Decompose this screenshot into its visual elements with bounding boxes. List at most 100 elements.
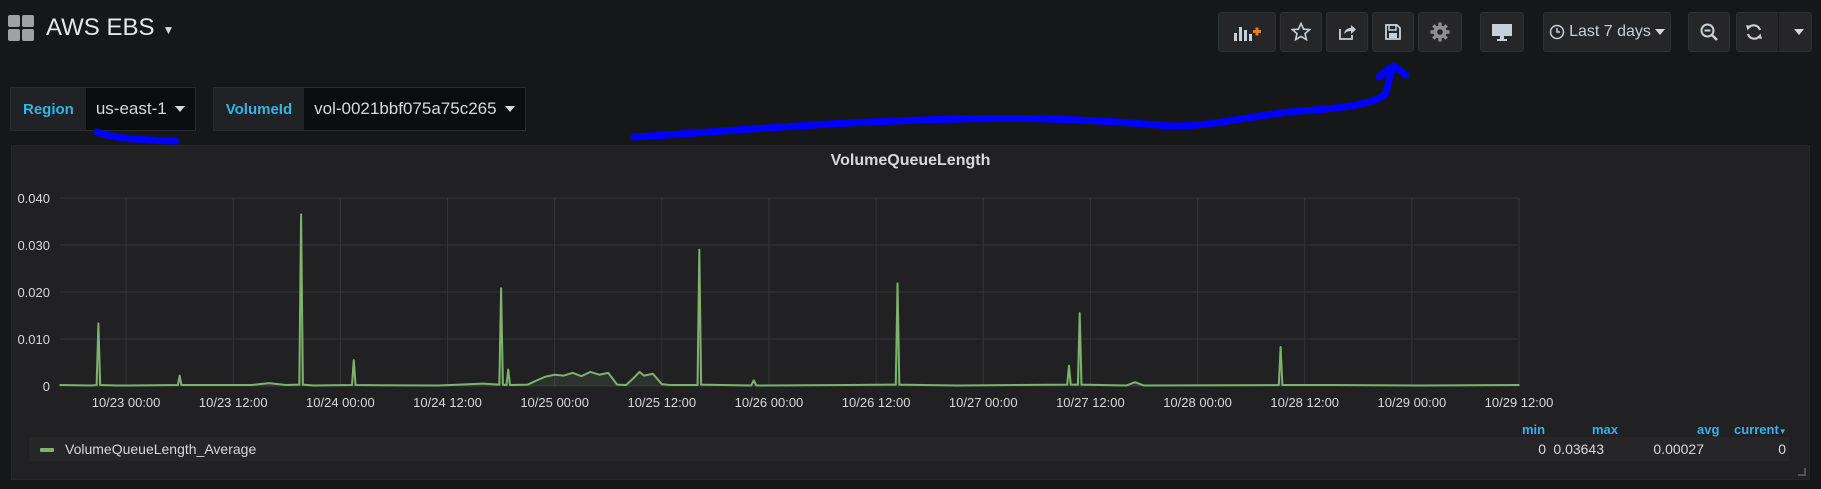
data-point <box>302 383 304 386</box>
tv-mode-button[interactable] <box>1480 12 1524 52</box>
data-point <box>894 383 897 386</box>
data-point <box>298 383 301 386</box>
legend-header-avg[interactable]: avg <box>1697 422 1720 437</box>
data-point <box>527 383 529 386</box>
monitor-icon <box>1492 24 1512 41</box>
data-point <box>700 383 702 386</box>
data-point <box>652 372 654 375</box>
zoom-out-icon <box>1700 23 1718 41</box>
gear-icon <box>1430 22 1450 42</box>
dashboard-title: AWS EBS <box>46 14 155 41</box>
data-point <box>59 384 61 386</box>
volume-queue-length-chart[interactable]: 0 0.010 0.020 0.030 0.040 10/23 00:00 10/23 12… <box>12 146 1809 479</box>
data-point <box>312 384 315 387</box>
x-tick-label: 10/27 00:00 <box>949 395 1018 410</box>
annotation-arrow-stroke <box>630 66 1396 141</box>
dashboard-title-picker[interactable]: AWS EBS ▼ <box>8 14 174 42</box>
save-button[interactable] <box>1372 12 1414 52</box>
data-point <box>1077 383 1079 386</box>
data-point <box>553 373 556 376</box>
sort-caret-icon: ▼ <box>1778 427 1787 436</box>
x-tick-label: 10/29 12:00 <box>1485 395 1554 410</box>
data-point <box>437 384 440 387</box>
x-tick-label: 10/23 00:00 <box>92 395 161 410</box>
data-point <box>955 384 958 387</box>
data-point <box>1134 381 1136 384</box>
zoom-out-button[interactable] <box>1688 12 1730 52</box>
annotation-underline-stroke <box>93 128 180 145</box>
data-point <box>285 384 288 386</box>
data-point <box>848 384 851 386</box>
variable-select-region[interactable]: us-east-1 <box>85 88 195 130</box>
time-range-label: Last 7 days <box>1569 23 1651 40</box>
legend-header-min[interactable]: min <box>1522 422 1546 437</box>
y-tick-label: 0 <box>43 379 50 394</box>
y-tick-label: 0.030 <box>17 238 50 253</box>
data-point <box>1281 384 1284 386</box>
annotation-arrowhead-stroke <box>1375 62 1410 81</box>
panel-title[interactable]: VolumeQueueLength <box>830 152 991 169</box>
add-panel-button[interactable] <box>1218 12 1276 52</box>
data-point <box>1080 383 1083 386</box>
data-point <box>752 379 755 382</box>
data-point <box>1125 384 1127 387</box>
legend-header-current[interactable]: current▼ <box>1734 422 1787 437</box>
data-point <box>661 383 663 385</box>
data-point <box>544 375 547 378</box>
x-tick-label: 10/28 00:00 <box>1163 395 1232 410</box>
chevron-down-icon[interactable] <box>1793 29 1804 35</box>
data-point <box>1518 384 1520 386</box>
legend-series-name[interactable]: VolumeQueueLength_Average <box>65 441 257 457</box>
variable-value-volumeid: vol-0021bbf075a75c265 <box>314 99 497 118</box>
add-panel-icon <box>1234 27 1261 41</box>
caret-down-icon: ▼ <box>162 23 175 37</box>
top-navbar: AWS EBS ▼ <box>0 0 1821 64</box>
graph-panel: VolumeQueueLength 0 0.010 0.020 0.030 0.040 1… <box>11 145 1810 480</box>
legend: min max avg current▼ VolumeQueueLength_A… <box>12 146 1811 481</box>
data-point <box>1330 384 1333 386</box>
data-point <box>598 373 601 376</box>
x-tick-label: 10/28 12:00 <box>1270 395 1339 410</box>
data-point <box>1069 383 1072 386</box>
legend-avg-value: 0.00027 <box>1653 441 1704 457</box>
variable-select-volumeid[interactable]: vol-0021bbf075a75c265 <box>304 88 525 130</box>
legend-header-max[interactable]: max <box>1592 422 1619 437</box>
series-color-swatch[interactable] <box>40 448 54 452</box>
data-point <box>638 371 641 373</box>
variable-label-volumeid: VolumeId <box>213 88 305 130</box>
data-point <box>1279 346 1282 348</box>
data-point <box>180 384 183 386</box>
legend-series-row: VolumeQueueLength_Average 0 0.03643 0.00… <box>29 437 1789 461</box>
data-point <box>509 384 511 386</box>
data-point <box>97 322 100 325</box>
legend-min-value: 0 <box>1538 441 1546 457</box>
data-point <box>589 371 592 373</box>
data-point <box>502 383 504 386</box>
time-range-picker[interactable]: Last 7 days <box>1543 12 1671 52</box>
x-tick-label: 10/24 12:00 <box>413 395 482 410</box>
star-button[interactable] <box>1280 12 1322 52</box>
data-point <box>95 384 98 386</box>
refresh-button-group <box>1736 12 1812 52</box>
data-point <box>1278 384 1280 386</box>
data-point <box>354 384 357 386</box>
data-point <box>696 384 699 386</box>
data-point <box>177 384 179 386</box>
data-point <box>116 384 118 387</box>
data-point <box>498 383 501 386</box>
data-point <box>896 282 899 285</box>
data-point <box>562 374 565 377</box>
x-tick-label: 10/25 00:00 <box>520 395 589 410</box>
data-point <box>351 384 353 386</box>
template-variables: Region us-east-1 VolumeId vol-0021bbf075… <box>10 87 526 131</box>
x-tick-label: 10/29 00:00 <box>1378 395 1447 410</box>
refresh-icon[interactable] <box>1744 22 1764 42</box>
share-button[interactable] <box>1326 12 1368 52</box>
panel-resize-handle[interactable] <box>1798 468 1806 476</box>
chevron-down-icon <box>174 106 185 112</box>
dashboard-settings-button[interactable] <box>1418 12 1462 52</box>
series-line <box>59 213 1520 387</box>
data-point <box>178 374 181 377</box>
data-point <box>625 384 627 386</box>
series-area <box>60 214 1519 386</box>
